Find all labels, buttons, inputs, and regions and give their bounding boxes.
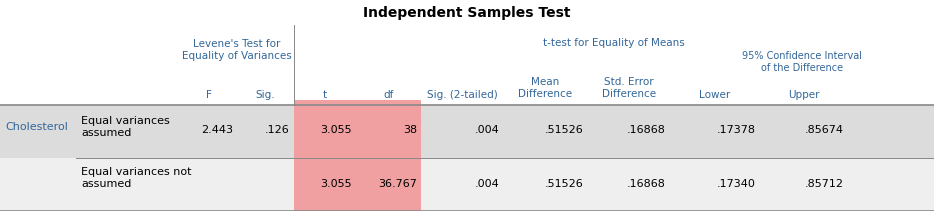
Text: 3.055: 3.055 [320,125,352,135]
Text: df: df [383,90,394,100]
Text: t: t [323,90,327,100]
Text: 95% Confidence Interval
of the Difference: 95% Confidence Interval of the Differenc… [742,51,862,73]
Text: Upper: Upper [788,90,820,100]
Text: Equal variances
assumed: Equal variances assumed [81,116,170,138]
Text: .16868: .16868 [627,179,666,189]
Text: .51526: .51526 [545,125,584,135]
Bar [0,105,934,158]
Text: Sig.: Sig. [256,90,276,100]
Text: t-test for Equality of Means: t-test for Equality of Means [544,38,685,48]
Bar [294,100,421,211]
Text: Independent Samples Test: Independent Samples Test [363,6,571,20]
Text: 38: 38 [403,125,417,135]
Text: .004: .004 [474,125,499,135]
Text: Sig. (2-tailed): Sig. (2-tailed) [427,90,498,100]
Text: .126: .126 [265,125,290,135]
Text: Std. Error
Difference: Std. Error Difference [601,77,656,99]
Text: F: F [205,90,211,100]
Text: Cholesterol: Cholesterol [5,122,68,132]
Text: .004: .004 [474,179,499,189]
Text: .17378: .17378 [717,125,756,135]
Bar [0,158,934,211]
Text: 36.767: 36.767 [378,179,417,189]
Text: 3.055: 3.055 [320,179,352,189]
Text: Levene's Test for
Equality of Variances: Levene's Test for Equality of Variances [182,39,291,61]
Text: Equal variances not
assumed: Equal variances not assumed [81,167,191,189]
Text: Mean
Difference: Mean Difference [518,77,573,99]
Text: .51526: .51526 [545,179,584,189]
Text: .85712: .85712 [805,179,844,189]
Text: .17340: .17340 [717,179,756,189]
Text: .85674: .85674 [805,125,844,135]
Text: .16868: .16868 [627,125,666,135]
Text: Lower: Lower [700,90,730,100]
Text: 2.443: 2.443 [201,125,233,135]
